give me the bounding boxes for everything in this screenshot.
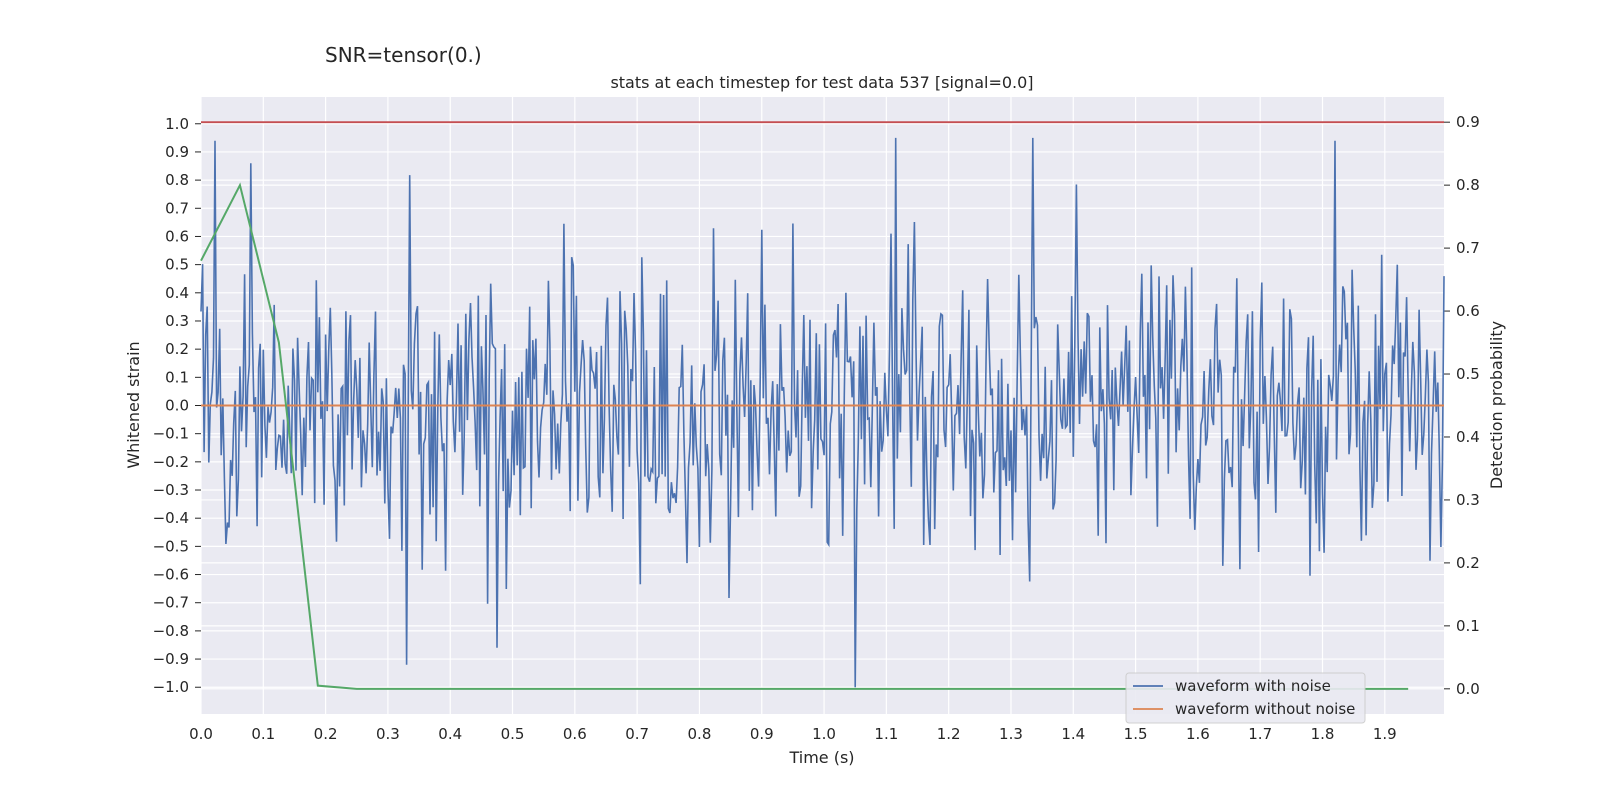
y-tick-label: −0.8 [153,622,189,640]
y2-tick-label: 0.0 [1456,680,1480,698]
y2-axis-label: Detection probability [1487,321,1506,489]
y2-tick-label: 0.1 [1456,617,1480,635]
y-tick-labels: 1.0 0.9 0.8 0.7 0.6 0.5 0.4 0.3 0.2 0.1 0.0 −0.1 −0.… [153,115,201,696]
x-tick-label: 0.2 [314,725,338,743]
suptitle: SNR=tensor(0.) [325,43,482,67]
y-tick-label: 0.6 [165,227,189,245]
y-tick-label: −0.4 [153,509,189,527]
y2-tick-label: 0.9 [1456,113,1480,131]
y-tick-label: −0.7 [153,594,189,612]
y-tick-label: 1.0 [165,115,189,133]
y-tick-label: 0.9 [165,143,189,161]
legend-label-clean: waveform without noise [1175,700,1355,718]
y-tick-label: −0.3 [153,481,189,499]
y-tick-label: −0.5 [153,537,189,555]
y2-tick-label: 0.3 [1456,491,1480,509]
x-axis-label: Time (s) [788,748,854,767]
y-tick-label: −0.6 [153,566,189,584]
x-tick-label: 0.7 [625,725,649,743]
x-tick-label: 1.4 [1061,725,1085,743]
x-tick-label: 0.4 [438,725,462,743]
series-detection-probability [200,182,1409,690]
legend-box [1125,672,1366,724]
y-tick-label: 0.1 [165,368,189,386]
x-tick-label: 0.5 [501,725,525,743]
y-tick-label: −1.0 [153,678,189,696]
x-tick-label: 0.9 [750,725,774,743]
x-tick-label: 0.0 [189,725,213,743]
y-tick-label: 0.0 [165,397,189,415]
x-tick-label: 1.3 [999,725,1023,743]
legend: waveform with noise waveform without noi… [1125,672,1366,724]
chart-title: stats at each timestep for test data 537… [610,73,1033,92]
x-tick-labels: 0.0 0.1 0.2 0.3 0.4 0.5 0.6 0.7 0.8 0.9 1.0 1.1 1.2 1… [189,725,1397,743]
y2-tick-label: 0.2 [1456,554,1480,572]
y-tick-label: 0.8 [165,171,189,189]
x-tick-label: 0.3 [376,725,400,743]
y-tick-label: −0.1 [153,425,189,443]
x-tick-label: 1.0 [812,725,836,743]
x-tick-label: 1.7 [1248,725,1272,743]
x-tick-label: 0.1 [251,725,275,743]
y-tick-label: 0.3 [165,312,189,330]
x-tick-label: 1.5 [1124,725,1148,743]
x-tick-label: 1.9 [1373,725,1397,743]
y-axis-label: Whitened strain [124,341,143,468]
x-tick-label: 1.1 [874,725,898,743]
y2-tick-label: 0.5 [1456,365,1480,383]
x-tick-label: 1.6 [1186,725,1210,743]
y2-tick-label: 0.4 [1456,428,1480,446]
x-tick-label: 1.2 [937,725,961,743]
y-tick-label: 0.2 [165,340,189,358]
y2-tick-labels: 0.9 0.8 0.7 0.6 0.5 0.4 0.3 0.2 0.1 0.0 [1444,113,1480,698]
y2-tick-label: 0.6 [1456,302,1480,320]
series-layer [200,121,1445,690]
series-noisy-waveform [200,137,1445,688]
y-tick-label: 0.7 [165,199,189,217]
x-tick-label: 0.8 [688,725,712,743]
y2-tick-label: 0.7 [1456,239,1480,257]
y-tick-label: 0.4 [165,284,189,302]
x-tick-label: 1.8 [1311,725,1335,743]
y-tick-label: −0.9 [153,650,189,668]
legend-label-noise: waveform with noise [1175,677,1331,695]
y2-tick-label: 0.8 [1456,176,1480,194]
y-tick-label: 0.5 [165,256,189,274]
y-tick-label: −0.2 [153,453,189,471]
x-tick-label: 0.6 [563,725,587,743]
